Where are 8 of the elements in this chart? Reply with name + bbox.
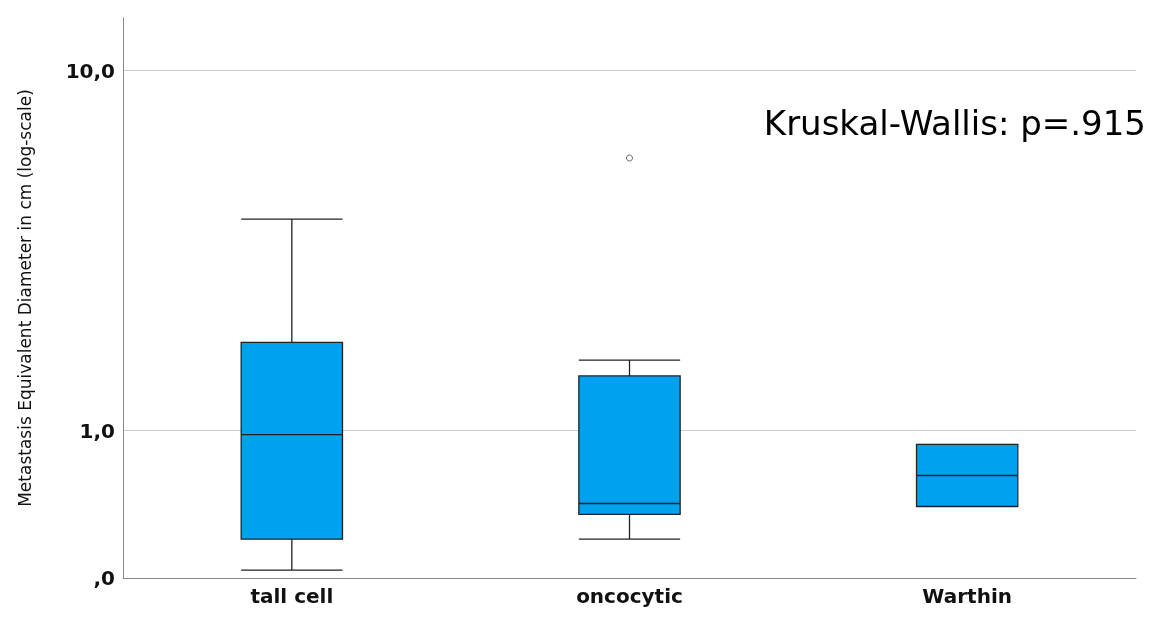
- y-tick-label: 1,0: [79, 418, 115, 443]
- x-tick-label: Warthin: [922, 584, 1012, 608]
- y-tick-label: 10,0: [65, 58, 115, 83]
- x-tick-label: oncocytic: [576, 584, 683, 608]
- y-tick-label: ,0: [93, 566, 115, 590]
- x-tick-label: tall cell: [250, 584, 334, 608]
- annotation: Kruskal-Wallis: p=.915: [763, 103, 1146, 143]
- y-axis-title: Metastasis Equivalent Diameter in cm (log-scale): [14, 89, 35, 507]
